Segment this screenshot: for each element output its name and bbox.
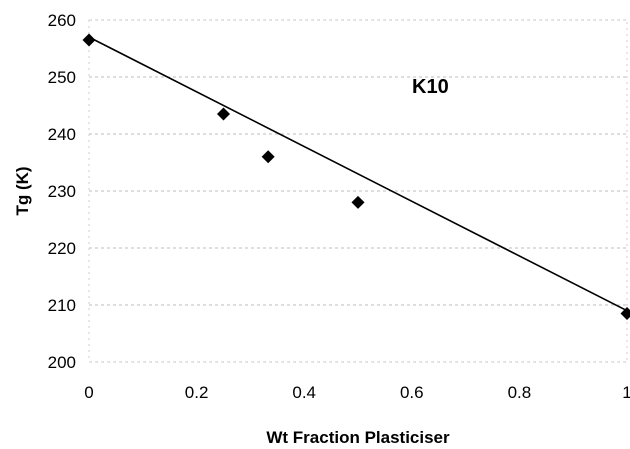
x-tick-label: 0.6 <box>400 383 424 402</box>
chart-annotation: K10 <box>412 76 449 98</box>
y-tick-label: 230 <box>48 182 76 201</box>
gridlines <box>89 19 627 363</box>
y-tick-label: 210 <box>48 296 76 315</box>
x-tick-label: 0.4 <box>292 383 316 402</box>
data-point <box>82 33 96 47</box>
y-axis: 200 210 220 230 240 250 260 <box>48 11 76 372</box>
y-tick-label: 250 <box>48 68 76 87</box>
y-tick-label: 220 <box>48 239 76 258</box>
data-point <box>217 107 230 121</box>
y-tick-label: 200 <box>48 353 76 372</box>
x-tick-label: 0 <box>84 383 93 402</box>
trendline <box>88 36 628 312</box>
plot-area <box>88 19 628 363</box>
y-axis-title: Tg (K) <box>13 166 32 215</box>
data-point <box>620 307 630 321</box>
x-axis: 0 0.2 0.4 0.6 0.8 1 <box>84 383 630 402</box>
y-tick-label: 240 <box>48 125 76 144</box>
data-points <box>82 33 630 321</box>
x-tick-label: 0.2 <box>185 383 209 402</box>
y-tick-label: 260 <box>48 11 76 30</box>
data-point <box>351 195 365 209</box>
x-tick-label: 1 <box>622 383 630 402</box>
x-tick-label: 0.8 <box>508 383 532 402</box>
data-point <box>261 150 275 164</box>
x-axis-title: Wt Fraction Plasticiser <box>266 428 450 447</box>
